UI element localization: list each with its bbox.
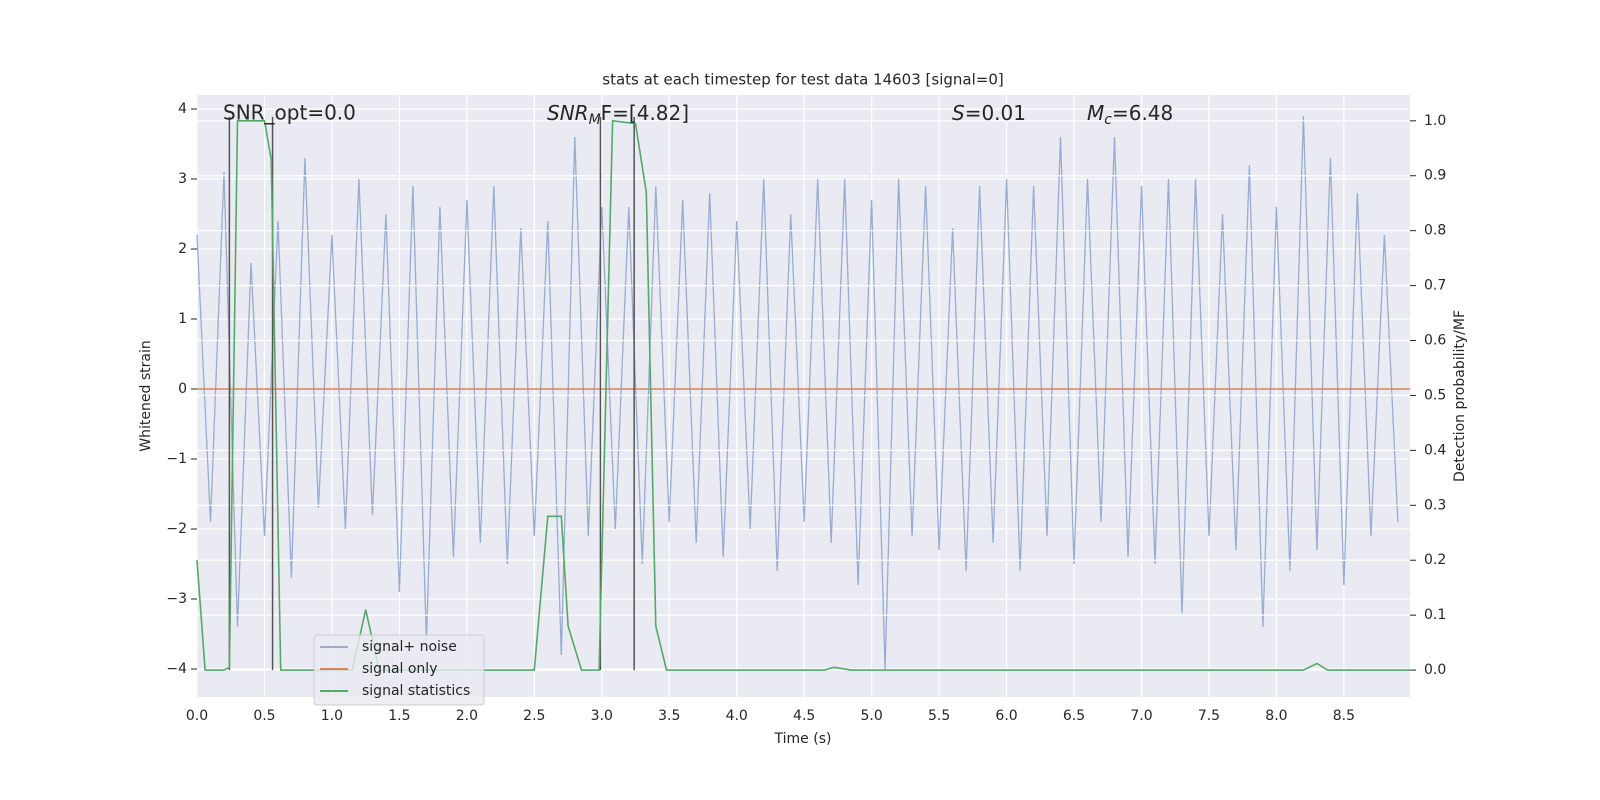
y-tick-label: 1 — [178, 311, 187, 327]
y2-axis-label: Detection probability/MF — [1452, 310, 1468, 482]
x-tick-label: 6.5 — [1063, 708, 1085, 724]
chart-title: stats at each timestep for test data 146… — [602, 71, 1003, 89]
y2-tick-label: 0.4 — [1424, 442, 1446, 458]
annotation-part: F=[4.82] — [601, 101, 689, 125]
annotation: S=0.01 — [952, 101, 1026, 125]
legend-box — [313, 634, 485, 706]
x-tick-label: 7.5 — [1198, 708, 1220, 724]
series-line — [196, 119, 1410, 671]
annotation-part: SNR — [547, 101, 589, 125]
y-tick-label: 2 — [178, 241, 187, 257]
x-tick-label: 1.5 — [388, 708, 410, 724]
y2-tick-label: 0.6 — [1424, 333, 1446, 349]
annotation-part: =6.48 — [1112, 101, 1173, 125]
x-tick-label: 2.5 — [523, 708, 545, 724]
x-tick-label: 6.0 — [995, 708, 1017, 724]
legend: signal+ noise signal only signal statistic… — [313, 634, 485, 706]
legend-label: signal+ noise — [362, 639, 457, 655]
y2-tick-label: 0.9 — [1424, 168, 1446, 184]
x-tick-label: 5.0 — [861, 708, 883, 724]
series-line — [196, 115, 1399, 670]
x-tick-label: 0.5 — [253, 708, 275, 724]
x-tick-label: 3.5 — [658, 708, 680, 724]
y2-tick-label: 0.2 — [1424, 552, 1446, 568]
y2-tick-label: 1.0 — [1424, 113, 1446, 129]
x-tick-label: 7.0 — [1130, 708, 1152, 724]
y-tick-label: 3 — [178, 171, 187, 187]
annotation: SNRMF=[4.82] — [547, 101, 689, 129]
y-tick-label: −3 — [166, 591, 187, 607]
y2-tick-label: 0.0 — [1424, 662, 1446, 678]
annotation-part: S — [952, 101, 965, 125]
x-tick-label: 1.0 — [321, 708, 343, 724]
x-tick-label: 8.5 — [1333, 708, 1355, 724]
legend-label: signal only — [362, 661, 437, 677]
y-tick-label: 4 — [178, 101, 187, 117]
legend-label: signal statistics — [362, 683, 470, 699]
y2-tick-label: 0.5 — [1424, 387, 1446, 403]
annotation-part: c — [1104, 112, 1112, 128]
x-tick-label: 2.0 — [456, 708, 478, 724]
annotation-part: M — [589, 112, 601, 128]
annotation: Mc=6.48 — [1087, 101, 1173, 129]
y2-tick-label: 0.7 — [1424, 278, 1446, 294]
annotation: SNR_opt=0.0 — [223, 101, 356, 125]
y2-tick-label: 0.8 — [1424, 223, 1446, 239]
y-tick-label: 0 — [178, 381, 187, 397]
annotation-part: M — [1087, 101, 1104, 125]
y-tick-label: −2 — [166, 521, 187, 537]
x-tick-label: 0.0 — [186, 708, 208, 724]
x-tick-label: 4.5 — [793, 708, 815, 724]
x-tick-label: 4.0 — [726, 708, 748, 724]
x-tick-label: 5.5 — [928, 708, 950, 724]
y2-tick-label: 0.1 — [1424, 607, 1446, 623]
x-tick-label: 3.0 — [591, 708, 613, 724]
y-axis-label: Whitened strain — [138, 340, 154, 451]
x-tick-label: 8.0 — [1265, 708, 1287, 724]
y-tick-label: −1 — [166, 451, 187, 467]
annotation-part: =0.01 — [965, 101, 1026, 125]
x-axis-label: Time (s) — [774, 731, 832, 747]
y-tick-label: −4 — [166, 661, 187, 677]
y2-tick-label: 0.3 — [1424, 497, 1446, 513]
